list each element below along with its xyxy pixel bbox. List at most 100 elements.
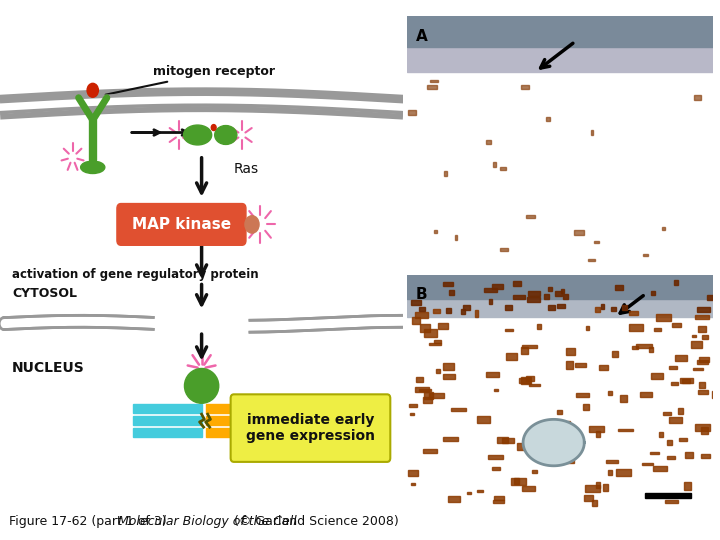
Bar	[517, 443, 530, 450]
Bar	[655, 314, 670, 321]
Bar	[583, 404, 589, 410]
Bar	[652, 291, 655, 295]
Bar	[693, 368, 703, 370]
Bar	[446, 308, 451, 313]
Bar	[521, 347, 528, 354]
Text: NUCLEUS: NUCLEUS	[12, 361, 85, 375]
Bar	[599, 365, 608, 370]
Bar	[506, 354, 518, 360]
Bar	[589, 426, 603, 433]
Bar	[596, 482, 600, 488]
Bar	[674, 280, 678, 285]
Bar	[611, 307, 616, 311]
Bar	[670, 417, 682, 423]
Text: activation of gene regulatory protein: activation of gene regulatory protein	[12, 268, 258, 281]
Bar	[411, 483, 415, 485]
Bar	[563, 294, 567, 299]
Bar	[477, 416, 490, 423]
Text: B: B	[416, 287, 428, 302]
Ellipse shape	[87, 83, 99, 97]
Bar	[505, 329, 513, 331]
Bar	[546, 117, 550, 120]
Bar	[698, 307, 711, 312]
Bar	[629, 324, 643, 330]
Bar	[408, 470, 418, 476]
Bar	[565, 361, 573, 369]
Bar	[206, 404, 307, 413]
Ellipse shape	[184, 125, 212, 145]
Ellipse shape	[81, 161, 105, 173]
Bar	[669, 366, 678, 369]
Bar	[411, 300, 420, 305]
Bar	[698, 382, 705, 388]
Bar	[618, 429, 633, 431]
Bar	[448, 496, 460, 502]
Bar	[631, 346, 638, 349]
Bar	[500, 248, 508, 252]
Bar	[206, 416, 307, 425]
Bar	[621, 395, 627, 402]
Bar	[419, 307, 426, 312]
Bar	[461, 309, 465, 314]
Bar	[695, 424, 710, 431]
Bar	[505, 305, 512, 310]
Bar	[680, 378, 693, 383]
Bar	[636, 344, 652, 348]
Bar	[521, 377, 531, 384]
Bar	[561, 288, 564, 293]
Bar	[691, 341, 702, 348]
Bar	[588, 259, 595, 261]
Bar	[444, 171, 447, 176]
Bar	[564, 460, 575, 463]
Bar	[430, 80, 438, 82]
Bar	[423, 449, 437, 453]
Bar	[585, 485, 600, 492]
Bar	[443, 374, 455, 380]
Bar	[521, 85, 529, 89]
Bar	[671, 382, 678, 384]
Text: Figure 17-62 (part 1 of 3): Figure 17-62 (part 1 of 3)	[9, 515, 174, 528]
Bar	[434, 340, 441, 343]
Bar	[643, 254, 648, 256]
Bar	[675, 355, 687, 361]
Text: immediate early
gene expression: immediate early gene expression	[246, 413, 375, 443]
Bar	[567, 421, 570, 423]
Bar	[702, 335, 708, 339]
Bar	[486, 140, 491, 144]
Text: mitogen receptor: mitogen receptor	[106, 65, 275, 94]
Bar	[527, 298, 539, 302]
Bar	[683, 379, 690, 383]
Bar	[594, 240, 599, 244]
Bar	[494, 496, 505, 501]
Bar	[423, 397, 432, 403]
Bar	[424, 329, 437, 337]
Bar	[444, 437, 458, 441]
Bar	[433, 309, 441, 313]
Bar	[436, 369, 440, 373]
Bar	[486, 372, 499, 377]
Bar	[434, 230, 436, 233]
Bar	[557, 410, 562, 414]
Bar	[463, 305, 470, 310]
Bar	[698, 327, 706, 332]
Bar	[429, 343, 441, 346]
Bar	[492, 162, 496, 167]
Bar	[492, 500, 504, 503]
Bar	[514, 478, 519, 484]
Bar	[615, 285, 623, 289]
Bar	[407, 275, 713, 317]
Bar	[574, 231, 584, 235]
Bar	[595, 307, 600, 312]
Bar	[606, 460, 618, 463]
Bar	[522, 486, 534, 491]
Bar	[659, 431, 663, 436]
Bar	[412, 317, 420, 325]
Bar	[415, 387, 430, 392]
Text: MAP kinase: MAP kinase	[132, 217, 231, 232]
Bar	[642, 463, 653, 465]
Bar	[419, 389, 431, 391]
Bar	[596, 431, 600, 437]
Bar	[444, 281, 453, 286]
Bar	[443, 363, 454, 370]
Polygon shape	[523, 420, 585, 466]
